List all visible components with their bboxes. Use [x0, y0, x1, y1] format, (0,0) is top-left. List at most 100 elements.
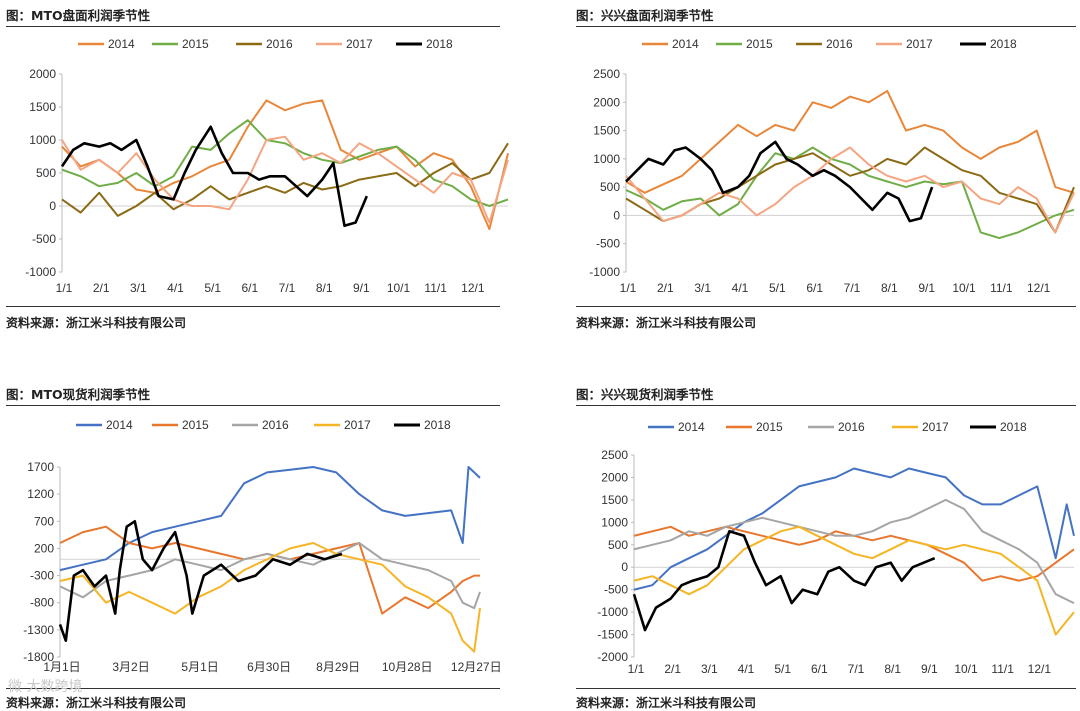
- x-tick-label: 3月2日: [112, 660, 149, 674]
- x-tick-label: 10/1: [952, 281, 976, 295]
- chart-xingxing-spot-profit: 25002000150010005000-500-1000-1500-20001…: [597, 420, 1075, 676]
- legend-label-2015: 2015: [182, 418, 209, 432]
- source-note: 资料来源：浙江米斗科技有限公司: [6, 696, 187, 710]
- x-tick-label: 4/1: [732, 281, 749, 295]
- series-line-2016: [625, 146, 1075, 234]
- x-tick-label: 4/1: [738, 662, 755, 676]
- legend-label-2016: 2016: [838, 420, 865, 434]
- legend-label-2018: 2018: [424, 418, 451, 432]
- x-tick-label: 1/1: [620, 281, 637, 295]
- title-rule: [6, 26, 500, 27]
- series-line-2015: [61, 119, 509, 207]
- series-line-2018: [625, 140, 934, 223]
- y-tick-label: -500: [604, 583, 628, 597]
- x-tick-label: 6/1: [811, 662, 828, 676]
- x-tick-label: 8/1: [881, 281, 898, 295]
- x-tick-label: 2/1: [664, 662, 681, 676]
- y-tick-label: -1800: [23, 650, 54, 664]
- legend-label-2015: 2015: [746, 37, 773, 51]
- legend-label-2014: 2014: [108, 37, 135, 51]
- series-line-2014: [625, 90, 1075, 194]
- chart-title-xingxing-futures: 图：兴兴盘面利润季节性: [576, 8, 714, 23]
- x-tick-label: 1/1: [628, 662, 645, 676]
- x-tick-label: 5月1日: [181, 660, 218, 674]
- legend-label-2018: 2018: [990, 37, 1017, 51]
- y-tick-label: 0: [613, 208, 620, 222]
- source-note: 资料来源：浙江米斗科技有限公司: [576, 316, 757, 330]
- series-line-2017: [625, 146, 1075, 234]
- y-tick-label: 500: [608, 538, 628, 552]
- chart-title-xingxing-spot: 图：兴兴现货利润季节性: [576, 387, 714, 402]
- y-tick-label: 1700: [27, 460, 54, 474]
- y-tick-label: 2500: [601, 448, 628, 462]
- x-tick-label: 9/1: [921, 662, 938, 676]
- series-line-2018: [58, 520, 343, 642]
- source-rule: [576, 688, 1076, 689]
- title-rule: [576, 26, 1076, 27]
- y-tick-label: 1500: [593, 124, 620, 138]
- legend-label-2016: 2016: [826, 37, 853, 51]
- series-line-2018: [632, 530, 936, 632]
- chart-title-mto-spot: 图：MTO现货利润季节性: [6, 387, 151, 402]
- x-tick-label: 8/1: [884, 662, 901, 676]
- y-tick-label: -500: [32, 232, 56, 246]
- y-tick-label: -800: [30, 596, 54, 610]
- y-tick-label: -1300: [23, 623, 54, 637]
- x-tick-label: 12/1: [461, 281, 485, 295]
- x-tick-label: 8/1: [316, 281, 333, 295]
- x-tick-label: 1/1: [56, 281, 73, 295]
- series-line-2016: [59, 542, 481, 610]
- series-line-2017: [61, 135, 509, 224]
- series-line-2016: [633, 498, 1075, 604]
- y-tick-label: 1000: [593, 152, 620, 166]
- chart-title-mto-futures: 图：MTO盘面利润季节性: [6, 8, 151, 23]
- x-tick-label: 12/1: [1027, 281, 1051, 295]
- y-tick-label: -1000: [25, 265, 56, 279]
- y-tick-label: 1500: [601, 493, 628, 507]
- y-tick-label: 0: [49, 199, 56, 213]
- y-tick-label: -1000: [589, 265, 620, 279]
- series-line-2015: [59, 525, 480, 615]
- y-tick-label: 1200: [27, 487, 54, 501]
- series-line-2014: [633, 467, 1075, 591]
- y-tick-label: 0: [621, 560, 628, 574]
- x-tick-label: 5/1: [769, 281, 786, 295]
- legend-label-2014: 2014: [678, 420, 705, 434]
- y-tick-label: -1500: [597, 628, 628, 642]
- x-tick-label: 10月28日: [382, 660, 433, 674]
- legend-label-2018: 2018: [1000, 420, 1027, 434]
- watermark: 微 大数跨境: [8, 679, 83, 695]
- x-tick-label: 12月27日: [451, 660, 502, 674]
- series-line-2018: [60, 125, 368, 228]
- y-tick-label: -2000: [597, 650, 628, 664]
- x-tick-label: 10/1: [387, 281, 411, 295]
- y-tick-label: 1000: [29, 133, 56, 147]
- x-tick-label: 10/1: [954, 662, 978, 676]
- series-line-2014: [61, 99, 509, 231]
- y-tick-label: 200: [34, 541, 54, 555]
- x-tick-label: 2/1: [93, 281, 110, 295]
- legend-label-2015: 2015: [756, 420, 783, 434]
- source-rule: [6, 306, 500, 307]
- x-tick-label: 11/1: [990, 281, 1013, 295]
- x-tick-label: 7/1: [279, 281, 296, 295]
- source-rule: [576, 306, 1076, 307]
- x-tick-label: 6/1: [241, 281, 258, 295]
- legend-label-2016: 2016: [266, 37, 293, 51]
- y-tick-label: 700: [34, 514, 54, 528]
- legend-label-2017: 2017: [344, 418, 371, 432]
- x-tick-label: 3/1: [694, 281, 711, 295]
- x-tick-label: 12/1: [1028, 662, 1052, 676]
- x-tick-label: 2/1: [657, 281, 674, 295]
- x-tick-label: 8月29日: [316, 660, 360, 674]
- series-line-2017: [59, 542, 481, 653]
- y-tick-label: -300: [30, 569, 54, 583]
- y-tick-label: 2000: [593, 95, 620, 109]
- x-tick-label: 9/1: [353, 281, 370, 295]
- x-tick-label: 11/1: [991, 662, 1014, 676]
- y-tick-label: 1500: [29, 100, 56, 114]
- source-rule: [6, 688, 500, 689]
- x-tick-label: 4/1: [167, 281, 184, 295]
